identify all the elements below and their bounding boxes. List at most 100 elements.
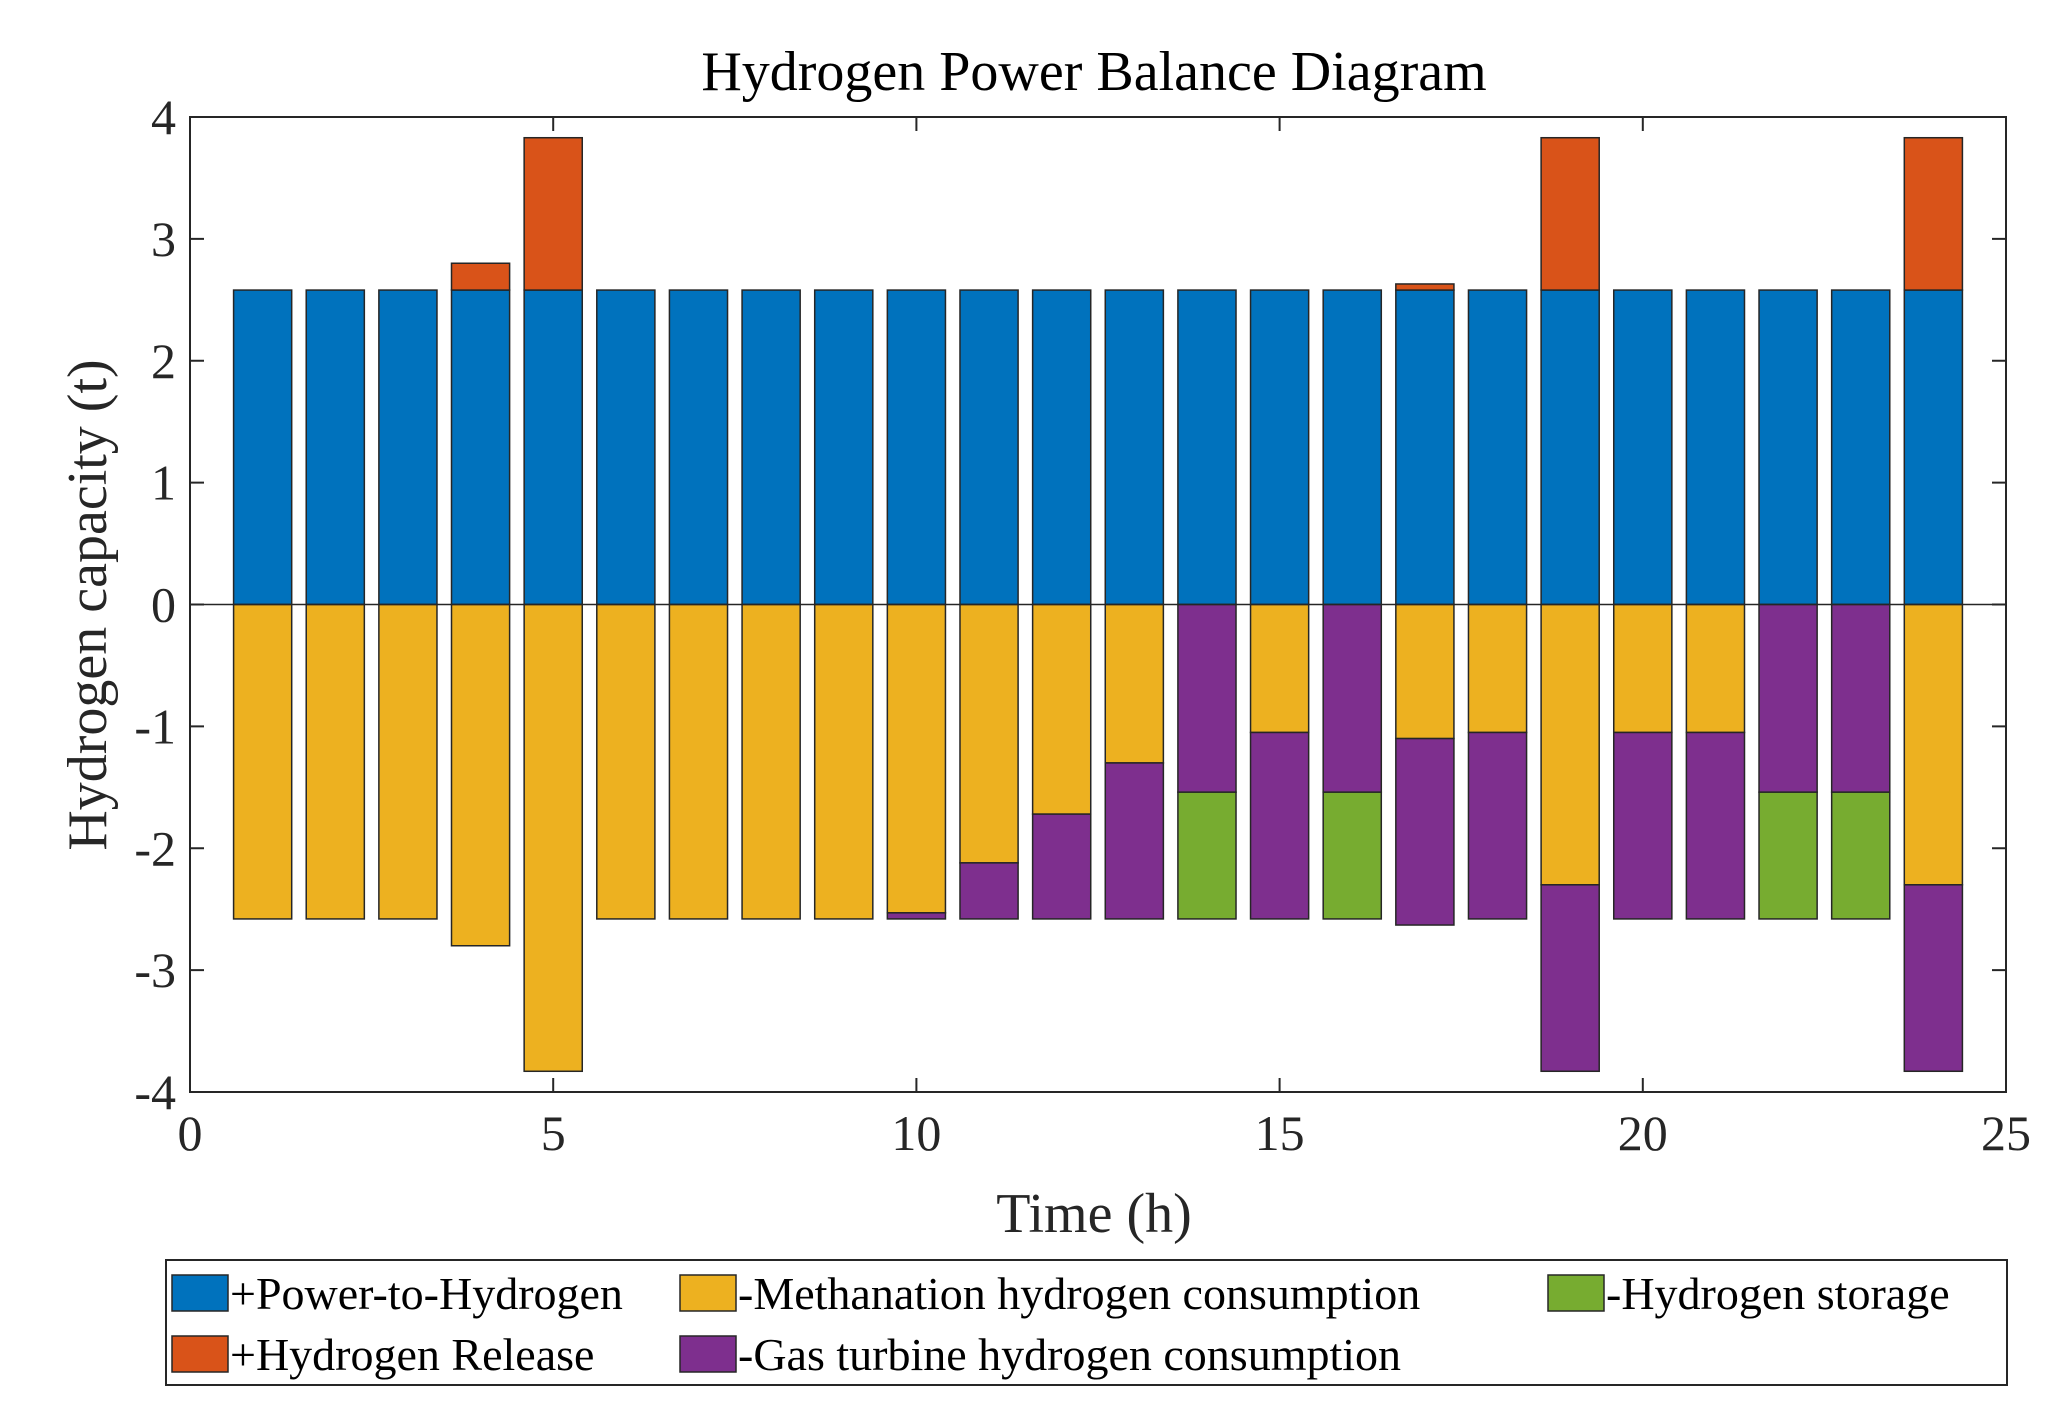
bar-s0-t20 xyxy=(1612,289,1673,606)
x-tick-label: 15 xyxy=(1255,1105,1305,1161)
y-tick-label: -4 xyxy=(134,1064,176,1120)
bar-s2-t21 xyxy=(1685,603,1746,734)
bar-s3-t16 xyxy=(1322,603,1383,793)
legend-swatch xyxy=(679,1274,737,1312)
y-tick-label: 1 xyxy=(151,455,176,511)
bar-s3-t12 xyxy=(1031,813,1092,920)
x-axis-title: Time (h) xyxy=(996,1183,1192,1245)
y-tick-label: -3 xyxy=(134,942,176,998)
legend-label: -Gas turbine hydrogen consumption xyxy=(738,1329,1401,1380)
y-tick-label: 2 xyxy=(151,333,176,389)
bar-s2-t11 xyxy=(959,603,1019,864)
bar-s1-t17 xyxy=(1395,283,1455,291)
bar-s0-t17 xyxy=(1395,289,1455,606)
bar-s3-t21 xyxy=(1685,731,1746,920)
legend-label: +Hydrogen Release xyxy=(230,1329,594,1380)
x-tick-label: 0 xyxy=(178,1105,203,1161)
bar-s0-t14 xyxy=(1177,289,1237,606)
y-axis-title: Hydrogen capacity (t) xyxy=(57,359,119,850)
bar-s4-t22 xyxy=(1758,791,1818,920)
bar-s2-t5 xyxy=(523,603,584,1073)
bar-s2-t17 xyxy=(1395,603,1455,740)
bar-s0-t4 xyxy=(450,289,511,606)
bar-s2-t19 xyxy=(1540,603,1600,886)
bar-s2-t20 xyxy=(1612,603,1673,734)
bar-s0-t13 xyxy=(1104,289,1165,606)
bar-s0-t8 xyxy=(741,289,801,606)
bar-s3-t15 xyxy=(1249,731,1310,920)
bar-s0-t7 xyxy=(668,289,729,606)
bar-s3-t20 xyxy=(1612,731,1673,920)
legend-swatch xyxy=(679,1335,737,1373)
legend-swatch xyxy=(171,1274,229,1312)
legend-label: -Methanation hydrogen consumption xyxy=(738,1268,1420,1319)
bar-s0-t16 xyxy=(1322,289,1383,606)
bar-s0-t15 xyxy=(1249,289,1310,606)
bar-s3-t22 xyxy=(1758,603,1818,793)
bar-s2-t1 xyxy=(232,603,293,920)
bar-s0-t2 xyxy=(305,289,366,606)
legend-swatch xyxy=(171,1335,229,1373)
bar-s1-t19 xyxy=(1540,136,1600,291)
bar-s3-t13 xyxy=(1104,762,1165,920)
bar-s0-t9 xyxy=(813,289,874,606)
bar-s3-t23 xyxy=(1830,603,1891,793)
bar-s4-t23 xyxy=(1830,791,1891,920)
x-tick-label: 25 xyxy=(1981,1105,2031,1161)
bar-s1-t4 xyxy=(450,262,511,291)
legend: +Power-to-Hydrogen -Methanation hydrogen … xyxy=(165,1259,2008,1386)
bar-s0-t22 xyxy=(1758,289,1818,606)
y-tick-label: -1 xyxy=(134,698,176,754)
y-tick-label: 0 xyxy=(151,577,176,633)
bar-s3-t11 xyxy=(959,862,1019,920)
bar-s3-t10 xyxy=(886,912,947,920)
bar-s2-t4 xyxy=(450,603,511,947)
bar-s2-t12 xyxy=(1031,603,1092,815)
bar-s0-t23 xyxy=(1830,289,1891,606)
bar-s3-t17 xyxy=(1395,737,1455,926)
bar-s2-t6 xyxy=(596,603,656,920)
bar-s0-t10 xyxy=(886,289,947,606)
bar-s0-t18 xyxy=(1467,289,1528,606)
bar-s2-t18 xyxy=(1467,603,1528,734)
bar-s0-t3 xyxy=(378,289,438,606)
bar-s0-t6 xyxy=(596,289,656,606)
bar-s1-t5 xyxy=(523,136,584,291)
bar-s0-t21 xyxy=(1685,289,1746,606)
bar-s2-t15 xyxy=(1249,603,1310,734)
bar-s3-t18 xyxy=(1467,731,1528,920)
bar-s0-t11 xyxy=(959,289,1019,606)
bar-s0-t5 xyxy=(523,289,584,606)
axes-group: 0 5 10 15 20 25 -4 -3 -2 -1 0 1 2 3 4 xyxy=(134,89,2031,1161)
legend-label: -Hydrogen storage xyxy=(1606,1268,1950,1319)
bar-s2-t3 xyxy=(378,603,438,920)
x-tick-label: 20 xyxy=(1618,1105,1668,1161)
bar-s3-t19 xyxy=(1540,884,1600,1073)
bar-s2-t2 xyxy=(305,603,366,920)
y-tick-label: 4 xyxy=(151,89,176,145)
bar-s1-t24 xyxy=(1903,136,1964,291)
bar-s2-t24 xyxy=(1903,603,1964,886)
bar-s0-t12 xyxy=(1031,289,1092,606)
bar-s0-t1 xyxy=(232,289,293,606)
legend-label: +Power-to-Hydrogen xyxy=(230,1268,623,1319)
bar-s0-t19 xyxy=(1540,289,1600,606)
bar-s2-t9 xyxy=(813,603,874,920)
bar-s0-t24 xyxy=(1903,289,1964,606)
y-tick-label: -2 xyxy=(134,820,176,876)
bar-s2-t10 xyxy=(886,603,947,914)
legend-box xyxy=(165,1259,2008,1386)
bar-s3-t24 xyxy=(1903,884,1964,1073)
bar-s2-t8 xyxy=(741,603,801,920)
bars-group xyxy=(232,136,1964,1073)
bar-s4-t14 xyxy=(1177,791,1237,920)
legend-swatch xyxy=(1547,1274,1605,1312)
bar-s2-t13 xyxy=(1104,603,1165,764)
bar-s4-t16 xyxy=(1322,791,1383,920)
chart-title: Hydrogen Power Balance Diagram xyxy=(701,41,1486,103)
x-tick-label: 5 xyxy=(541,1105,566,1161)
bar-s2-t7 xyxy=(668,603,729,920)
y-tick-label: 3 xyxy=(151,211,176,267)
bar-s3-t14 xyxy=(1177,603,1237,793)
